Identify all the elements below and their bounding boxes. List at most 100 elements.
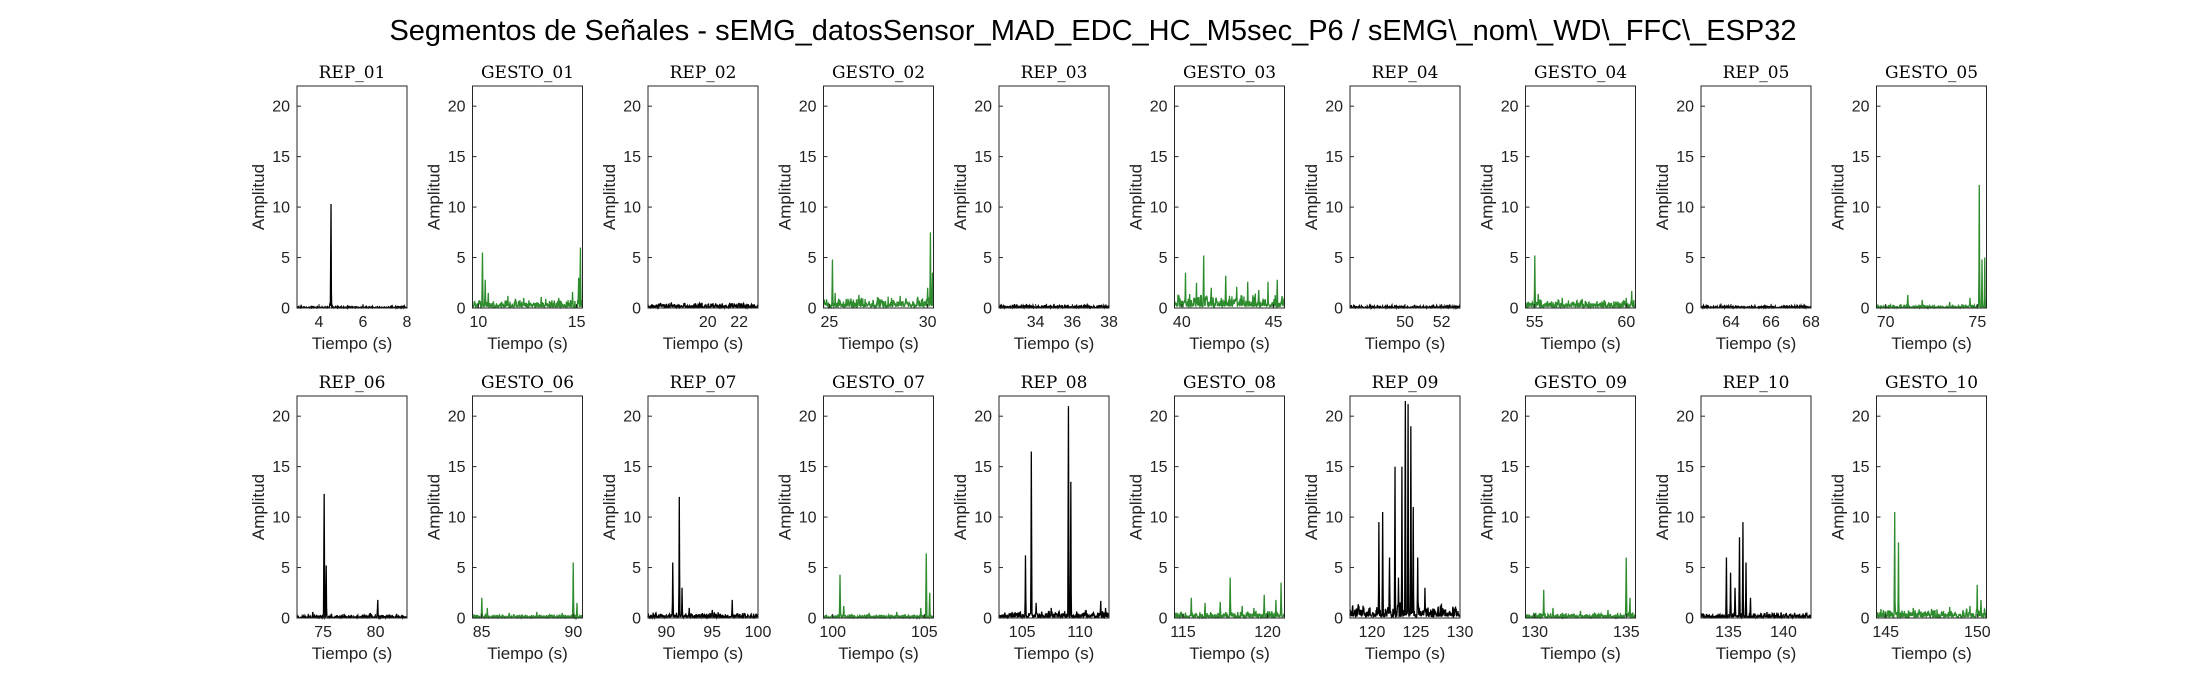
x-axis-label: Tiempo (s) bbox=[1014, 334, 1095, 353]
y-tick-label: 15 bbox=[974, 459, 992, 476]
y-tick-label: 5 bbox=[1334, 560, 1343, 577]
y-tick-label: 5 bbox=[808, 560, 817, 577]
axes-box bbox=[823, 85, 934, 309]
x-tick-label: 52 bbox=[1433, 314, 1451, 331]
y-axis-label: Amplitud bbox=[1302, 474, 1321, 540]
subplot-rep-05: REP_05 0 5 10 15 20 64 66 68 Tiempo (s) Amplitud bbox=[1653, 63, 1820, 353]
y-tick-label: 0 bbox=[1685, 611, 1694, 628]
y-tick-label: 20 bbox=[1852, 409, 1870, 426]
y-tick-label: 5 bbox=[457, 560, 466, 577]
x-tick-label: 30 bbox=[919, 314, 937, 331]
subplot-title: REP_07 bbox=[670, 373, 737, 393]
y-axis-label: Amplitud bbox=[600, 164, 619, 230]
x-tick-label: 110 bbox=[1067, 624, 1093, 641]
axes-box bbox=[1700, 395, 1812, 619]
y-axis-label: Amplitud bbox=[600, 474, 619, 540]
subplot-rep-08: REP_08 0 5 10 15 20 105 110 Tiempo (s) Amplitud bbox=[951, 373, 1110, 663]
y-axis-label: Amplitud bbox=[1127, 474, 1146, 540]
y-tick-label: 15 bbox=[1676, 149, 1694, 166]
signal-line bbox=[1524, 557, 1637, 620]
y-tick-label: 15 bbox=[448, 149, 466, 166]
axes-box bbox=[998, 85, 1110, 309]
y-tick-label: 15 bbox=[1676, 459, 1694, 476]
y-tick-label: 20 bbox=[1676, 409, 1694, 426]
subplot-gesto-06: GESTO_06 0 5 10 15 20 85 90 Tiempo (s) Amplitud bbox=[425, 373, 583, 663]
signal-line bbox=[1700, 302, 1812, 311]
y-axis-label: Amplitud bbox=[1478, 474, 1497, 540]
axes-box bbox=[1876, 85, 1987, 309]
y-tick-label: 15 bbox=[1501, 149, 1519, 166]
x-tick-label: 15 bbox=[568, 314, 586, 331]
y-axis-label: Amplitud bbox=[1127, 164, 1146, 230]
subplot-title: REP_03 bbox=[1021, 63, 1088, 83]
x-tick-label: 90 bbox=[564, 624, 582, 641]
x-tick-label: 40 bbox=[1173, 314, 1191, 331]
y-tick-label: 5 bbox=[281, 250, 290, 267]
y-tick-label: 0 bbox=[1861, 611, 1870, 628]
y-axis-label: Amplitud bbox=[1653, 474, 1672, 540]
subplot-gesto-07: GESTO_07 0 5 10 15 20 100 105 Tiempo (s) Amplitud bbox=[776, 373, 938, 663]
x-tick-label: 36 bbox=[1063, 314, 1081, 331]
y-tick-label: 20 bbox=[799, 99, 817, 116]
y-tick-label: 15 bbox=[272, 459, 290, 476]
y-tick-label: 10 bbox=[448, 200, 466, 217]
y-axis-label: Amplitud bbox=[249, 164, 268, 230]
axes-box bbox=[1525, 395, 1636, 619]
x-tick-label: 10 bbox=[469, 314, 487, 331]
y-axis-label: Amplitud bbox=[951, 164, 970, 230]
x-axis-label: Tiempo (s) bbox=[312, 334, 393, 353]
x-tick-label: 100 bbox=[745, 624, 772, 641]
axes-box bbox=[823, 395, 934, 619]
y-tick-label: 5 bbox=[281, 560, 290, 577]
x-axis-label: Tiempo (s) bbox=[1365, 644, 1446, 663]
axes-box bbox=[1174, 85, 1285, 309]
y-tick-label: 0 bbox=[632, 301, 641, 318]
subplot-title: REP_06 bbox=[319, 373, 386, 393]
axes-box bbox=[1525, 85, 1636, 309]
axes-box bbox=[998, 395, 1110, 619]
y-tick-label: 20 bbox=[974, 409, 992, 426]
x-tick-label: 66 bbox=[1762, 314, 1780, 331]
y-tick-label: 10 bbox=[448, 510, 466, 527]
y-tick-label: 15 bbox=[1150, 149, 1168, 166]
y-tick-label: 20 bbox=[1501, 409, 1519, 426]
figure-title: Segmentos de Señales - sEMG_datosSensor_… bbox=[389, 15, 1796, 47]
y-tick-label: 5 bbox=[632, 560, 641, 577]
y-tick-label: 20 bbox=[1852, 99, 1870, 116]
x-axis-label: Tiempo (s) bbox=[1540, 644, 1621, 663]
x-tick-label: 70 bbox=[1877, 314, 1895, 331]
x-tick-label: 85 bbox=[473, 624, 491, 641]
axes-box bbox=[1349, 395, 1461, 619]
y-tick-label: 10 bbox=[1150, 200, 1168, 217]
y-axis-label: Amplitud bbox=[951, 474, 970, 540]
y-tick-label: 0 bbox=[281, 611, 290, 628]
subplot-title: GESTO_01 bbox=[481, 63, 574, 83]
signal-line bbox=[822, 553, 934, 621]
y-tick-label: 20 bbox=[1150, 99, 1168, 116]
x-tick-label: 135 bbox=[1613, 624, 1640, 641]
subplot-title: GESTO_08 bbox=[1183, 373, 1276, 393]
y-tick-label: 5 bbox=[808, 250, 817, 267]
subplot-gesto-04: GESTO_04 0 5 10 15 20 55 60 Tiempo (s) Amplitud bbox=[1478, 63, 1636, 353]
subplot-title: REP_09 bbox=[1372, 373, 1439, 393]
y-tick-label: 10 bbox=[1501, 200, 1519, 217]
x-axis-label: Tiempo (s) bbox=[1189, 334, 1270, 353]
y-tick-label: 20 bbox=[272, 99, 290, 116]
signal-line bbox=[647, 496, 759, 621]
y-tick-label: 15 bbox=[623, 459, 641, 476]
y-tick-label: 5 bbox=[1159, 560, 1168, 577]
axes-box bbox=[647, 395, 759, 619]
y-tick-label: 0 bbox=[457, 301, 466, 318]
signal-line bbox=[1875, 512, 1988, 620]
y-axis-label: Amplitud bbox=[1653, 164, 1672, 230]
subplot-title: GESTO_04 bbox=[1534, 63, 1627, 83]
x-tick-label: 6 bbox=[359, 314, 368, 331]
y-tick-label: 15 bbox=[623, 149, 641, 166]
subplot-rep-02: REP_02 0 5 10 15 20 20 22 Tiempo (s) Amplitud bbox=[600, 63, 759, 353]
signal-line bbox=[1173, 577, 1286, 620]
y-tick-label: 5 bbox=[1861, 560, 1870, 577]
subplot-title: GESTO_10 bbox=[1885, 373, 1978, 393]
y-tick-label: 15 bbox=[272, 149, 290, 166]
axes-box bbox=[472, 85, 583, 309]
